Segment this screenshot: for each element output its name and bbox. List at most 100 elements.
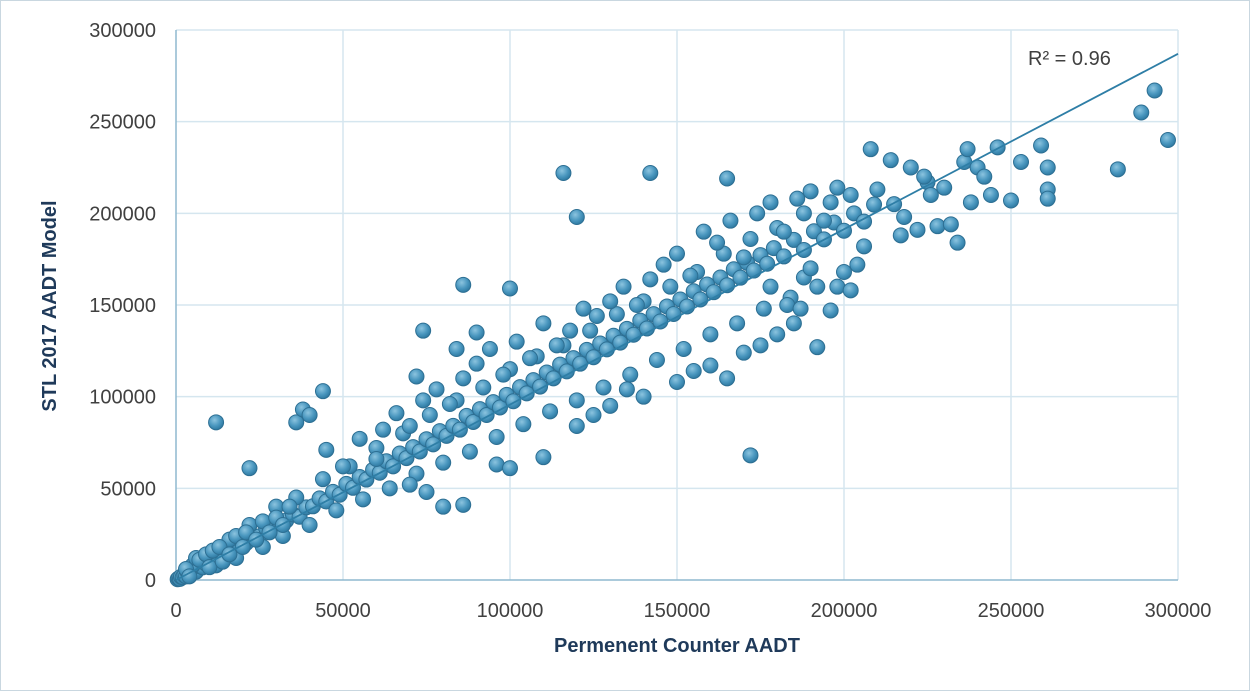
data-point <box>575 300 592 317</box>
data-point <box>779 297 796 313</box>
data-point <box>628 297 645 313</box>
data-point <box>288 414 305 431</box>
axes <box>175 30 1178 581</box>
data-point <box>595 379 612 396</box>
data-point <box>702 326 719 343</box>
data-point <box>418 484 435 500</box>
data-point <box>755 300 772 317</box>
data-point <box>719 170 736 187</box>
data-point <box>722 212 739 229</box>
data-point <box>642 271 659 288</box>
data-point <box>515 416 532 433</box>
data-point <box>535 449 552 466</box>
data-point <box>355 491 372 508</box>
data-point <box>241 460 258 477</box>
data-point <box>882 152 899 169</box>
data-point <box>455 276 472 293</box>
data-point <box>274 517 291 533</box>
data-point <box>695 223 712 240</box>
y-tick-labels: 0 50000 100000 150000 200000 250000 300000 <box>89 20 156 592</box>
data-point <box>735 249 752 266</box>
data-point <box>909 221 926 238</box>
data-point <box>461 443 478 460</box>
y-axis-title: STL 2017 AADT Model <box>39 200 61 411</box>
data-point <box>936 179 953 196</box>
data-point <box>709 234 726 251</box>
y-tick-label: 150000 <box>89 295 156 317</box>
data-point <box>618 381 635 398</box>
data-point <box>602 397 619 414</box>
y-tick-label: 0 <box>145 570 156 592</box>
data-point <box>488 456 505 473</box>
data-point <box>769 326 786 343</box>
data-point <box>582 322 599 339</box>
data-point <box>615 278 632 295</box>
data-point <box>749 205 766 222</box>
data-point <box>662 278 679 295</box>
data-point <box>622 366 639 383</box>
data-point <box>1033 137 1050 154</box>
data-point <box>335 458 351 475</box>
data-point <box>568 209 585 225</box>
data-point <box>508 333 525 350</box>
data-point <box>648 352 665 368</box>
data-point <box>652 313 669 330</box>
data-point <box>535 315 552 332</box>
data-point <box>959 141 976 158</box>
data-point <box>742 231 759 247</box>
data-point <box>729 315 746 332</box>
data-point <box>982 187 999 203</box>
x-tick-label: 150000 <box>644 600 711 622</box>
data-point <box>989 139 1006 156</box>
data-point <box>401 476 418 493</box>
data-point <box>421 407 438 423</box>
data-point <box>785 315 802 332</box>
data-point <box>261 524 278 541</box>
data-point <box>1133 104 1150 121</box>
data-point <box>655 256 672 273</box>
data-point <box>415 392 432 409</box>
data-point <box>789 190 806 207</box>
data-point <box>685 363 702 379</box>
data-point <box>886 196 903 213</box>
x-tick-label: 200000 <box>811 600 878 622</box>
y-tick-label: 100000 <box>89 387 156 409</box>
data-point <box>1039 190 1056 207</box>
data-point <box>829 179 846 196</box>
data-point <box>822 194 839 211</box>
data-point <box>809 339 826 356</box>
data-point <box>301 407 318 423</box>
data-point <box>281 498 298 515</box>
data-point <box>719 370 736 387</box>
data-point <box>572 355 589 372</box>
data-point <box>401 418 418 434</box>
y-tick-label: 250000 <box>89 112 156 134</box>
data-point <box>481 341 498 357</box>
data-point <box>1039 159 1056 176</box>
y-tick-label: 300000 <box>89 20 156 42</box>
x-tick-label: 300000 <box>1145 600 1212 622</box>
data-point <box>562 322 579 339</box>
data-point <box>455 370 472 387</box>
data-point <box>792 300 809 317</box>
data-point <box>856 238 873 255</box>
data-point <box>702 357 719 374</box>
data-point <box>976 168 993 185</box>
data-point <box>441 396 458 412</box>
data-point <box>455 496 472 513</box>
trendline <box>175 53 1179 581</box>
x-tick-label: 0 <box>170 600 181 622</box>
data-point <box>866 196 883 213</box>
data-point <box>929 218 946 235</box>
data-point <box>802 260 819 277</box>
x-tick-label: 50000 <box>315 600 371 622</box>
data-point <box>381 480 398 497</box>
data-point <box>669 245 685 262</box>
data-point <box>822 302 839 319</box>
data-point <box>1146 82 1163 99</box>
data-point <box>451 421 468 438</box>
data-point <box>375 421 392 438</box>
data-point <box>368 451 385 467</box>
data-point <box>1109 161 1126 178</box>
